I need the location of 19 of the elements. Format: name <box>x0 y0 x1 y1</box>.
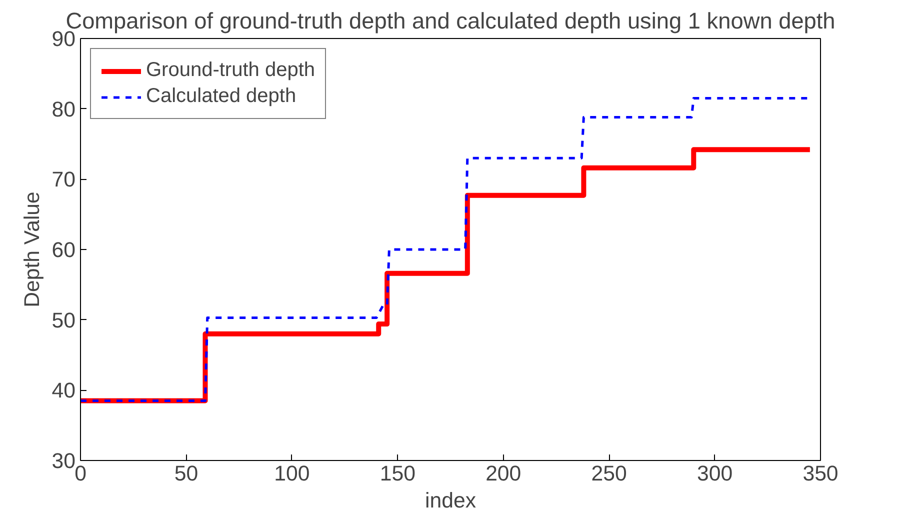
x-tick-label: 350 <box>802 462 838 486</box>
legend-label: Calculated depth <box>146 85 296 108</box>
x-axis-title: index <box>425 488 476 512</box>
y-tick-label: 30 <box>52 449 76 473</box>
chart-title: Comparison of ground-truth depth and calculated depth using 1 known depth <box>66 8 836 34</box>
y-tick-label: 60 <box>52 238 76 262</box>
x-tick-label: 0 <box>74 462 87 486</box>
x-tick-label: 50 <box>174 462 198 486</box>
x-tick-label: 100 <box>274 462 310 486</box>
y-tick-label: 40 <box>52 378 76 403</box>
y-tick-label: 80 <box>52 97 76 122</box>
x-tick-label: 200 <box>486 462 522 486</box>
y-tick-label: 70 <box>52 168 76 192</box>
legend-label: Ground-truth depth <box>146 59 315 82</box>
x-tick-label: 250 <box>591 462 627 486</box>
y-tick-label: 50 <box>52 308 76 332</box>
y-axis-title: Depth Value <box>20 192 44 308</box>
x-tick-label: 150 <box>380 462 416 486</box>
x-tick-label: 300 <box>696 462 733 486</box>
